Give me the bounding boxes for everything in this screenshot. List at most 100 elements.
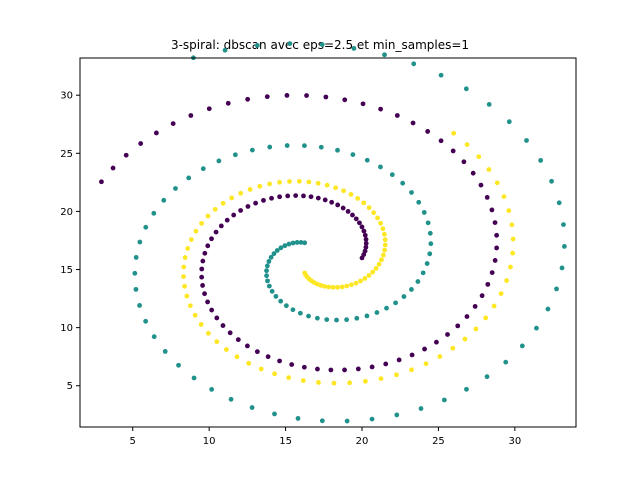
data-point bbox=[445, 332, 450, 337]
data-point bbox=[389, 172, 395, 178]
data-point bbox=[220, 323, 226, 328]
data-point bbox=[380, 252, 386, 258]
data-point bbox=[287, 179, 292, 184]
data-point bbox=[187, 303, 193, 309]
data-point bbox=[224, 347, 229, 352]
data-point bbox=[191, 375, 197, 381]
data-point bbox=[450, 148, 456, 154]
data-point bbox=[188, 113, 194, 118]
data-point bbox=[182, 255, 188, 260]
data-point bbox=[492, 220, 498, 226]
data-point bbox=[308, 194, 314, 200]
data-point bbox=[464, 386, 469, 392]
data-point bbox=[509, 222, 515, 228]
data-point bbox=[486, 167, 492, 172]
data-point bbox=[335, 284, 340, 290]
y-tick-label: 15 bbox=[60, 265, 73, 276]
data-point bbox=[235, 337, 241, 343]
data-point bbox=[329, 199, 335, 205]
data-point bbox=[376, 261, 382, 267]
data-point bbox=[225, 100, 231, 106]
data-point bbox=[264, 273, 269, 279]
data-point bbox=[306, 179, 312, 185]
data-point bbox=[315, 366, 320, 372]
data-point bbox=[369, 364, 375, 370]
data-point bbox=[366, 273, 372, 278]
data-point bbox=[228, 396, 234, 402]
data-point bbox=[371, 210, 377, 216]
data-point bbox=[200, 166, 206, 172]
data-point bbox=[322, 283, 328, 289]
data-point bbox=[420, 270, 426, 276]
data-point bbox=[409, 287, 414, 292]
data-point bbox=[561, 244, 567, 249]
data-point bbox=[199, 266, 205, 272]
data-point bbox=[181, 264, 187, 270]
data-point bbox=[344, 317, 349, 323]
x-tick-label: 10 bbox=[203, 436, 216, 447]
data-point bbox=[264, 94, 270, 100]
data-point bbox=[269, 195, 274, 201]
data-point bbox=[184, 293, 190, 299]
data-point bbox=[508, 264, 513, 270]
data-point bbox=[161, 197, 167, 203]
data-point bbox=[229, 195, 235, 201]
data-point bbox=[363, 241, 369, 246]
data-point bbox=[428, 241, 434, 247]
data-point bbox=[206, 106, 212, 112]
data-point bbox=[331, 380, 337, 386]
data-point bbox=[441, 397, 447, 403]
data-point bbox=[378, 106, 384, 112]
data-point bbox=[361, 200, 367, 206]
data-point bbox=[409, 190, 414, 195]
data-point bbox=[427, 251, 433, 257]
data-point bbox=[335, 202, 341, 208]
data-point bbox=[267, 181, 273, 187]
data-point bbox=[400, 180, 406, 186]
data-point bbox=[290, 307, 296, 313]
data-point bbox=[245, 343, 250, 349]
data-point bbox=[503, 359, 509, 365]
data-point bbox=[220, 200, 226, 206]
data-point bbox=[245, 204, 251, 209]
data-point bbox=[350, 212, 355, 218]
data-point bbox=[383, 361, 389, 367]
data-point bbox=[486, 102, 492, 107]
data-point bbox=[264, 263, 270, 269]
data-point bbox=[306, 313, 311, 319]
data-point bbox=[143, 318, 149, 324]
data-point bbox=[427, 230, 433, 236]
data-point bbox=[277, 194, 283, 200]
data-point bbox=[170, 121, 176, 126]
data-point bbox=[438, 138, 444, 144]
data-point bbox=[319, 42, 325, 47]
data-point bbox=[384, 305, 389, 311]
data-point bbox=[464, 314, 470, 319]
data-point bbox=[265, 354, 271, 360]
data-point bbox=[297, 310, 303, 316]
data-point bbox=[205, 213, 211, 219]
axes-frame bbox=[79, 57, 577, 428]
data-point bbox=[133, 286, 139, 292]
data-point bbox=[344, 418, 350, 424]
data-point bbox=[498, 291, 504, 296]
data-point bbox=[418, 406, 424, 411]
data-point bbox=[253, 200, 258, 206]
data-point bbox=[238, 190, 244, 196]
data-point bbox=[366, 205, 372, 211]
data-point bbox=[138, 141, 144, 146]
data-point bbox=[382, 247, 388, 253]
data-point bbox=[296, 178, 302, 184]
data-point bbox=[335, 147, 340, 153]
data-point bbox=[334, 317, 339, 323]
data-point bbox=[258, 366, 264, 372]
data-point bbox=[534, 325, 539, 331]
data-point bbox=[494, 232, 500, 238]
data-point bbox=[182, 283, 187, 289]
data-point bbox=[271, 251, 277, 257]
data-point bbox=[362, 232, 368, 238]
data-point bbox=[185, 246, 191, 251]
data-point bbox=[489, 270, 495, 275]
data-point bbox=[267, 144, 273, 150]
data-point bbox=[549, 178, 554, 184]
